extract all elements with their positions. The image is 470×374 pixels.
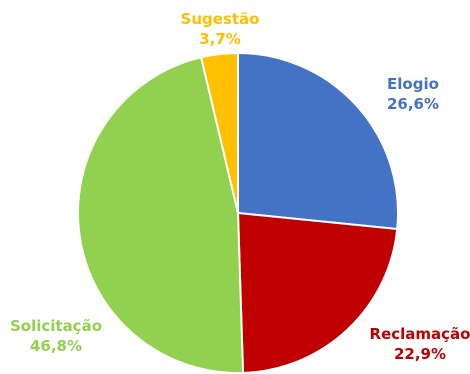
labels-layer: Elogio 26,6% Reclamação 22,9% Solicitação 46,… (10, 10, 470, 363)
data-label-name-reclamacao: Reclamação (370, 325, 470, 343)
data-label-value-solicitacao: 46,8% (30, 337, 82, 355)
data-label-name-sugestao: Sugestão (181, 10, 260, 28)
data-label-name-elogio: Elogio (387, 75, 439, 93)
pie-slice-reclamacao (236, 211, 399, 374)
data-label-name-solicitacao: Solicitação (10, 317, 102, 335)
pie-slice-solicitacao (77, 56, 245, 374)
slices-layer (77, 51, 399, 374)
data-label-value-reclamacao: 22,9% (394, 345, 446, 363)
pie-slice-sugestao (199, 51, 239, 214)
data-label-value-sugestao: 3,7% (199, 30, 241, 48)
data-label-value-elogio: 26,6% (387, 95, 439, 113)
pie-slice-elogio (237, 51, 399, 231)
